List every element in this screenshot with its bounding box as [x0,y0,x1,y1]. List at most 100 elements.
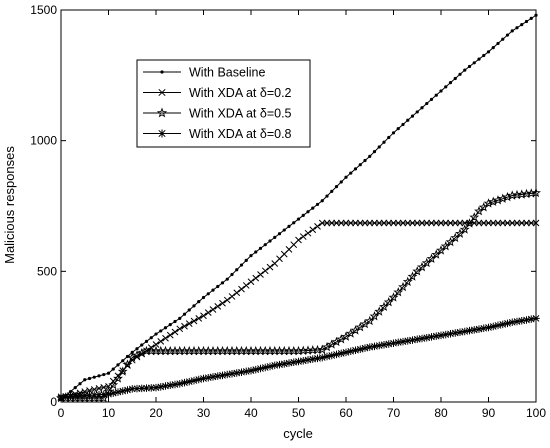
data-point-xda-0-8 [337,349,345,358]
data-point-xda-0-8 [119,387,127,395]
data-point-baseline [249,254,253,258]
data-point-xda-0-5 [464,218,475,228]
data-point-xda-0-8 [128,385,136,393]
data-point-xda-0-8 [309,355,317,363]
data-point-xda-0-8 [271,361,279,370]
data-point-baseline [277,232,282,236]
data-point-baseline [87,376,92,381]
data-point-xda-0-5 [393,287,404,297]
data-point-xda-0-2 [385,219,393,227]
data-point-xda-0-2 [371,219,378,227]
data-point-xda-0-8 [152,383,160,392]
data-point-baseline [92,375,96,379]
data-point-baseline [477,57,481,61]
data-point-xda-0-8 [242,367,250,376]
data-point-xda-0-8 [171,380,179,389]
legend-label: With XDA at δ=0.8 [189,127,292,141]
data-point-baseline [306,210,310,214]
data-point-xda-0-5 [407,271,418,281]
data-point-xda-0-8 [366,343,374,351]
data-point-xda-0-5 [516,189,527,199]
series-line-xda-0-5 [61,192,537,399]
data-point-xda-0-8 [100,390,108,399]
data-point-xda-0-2 [361,219,369,227]
data-point-xda-0-8 [161,382,170,390]
data-point-baseline [173,319,177,324]
data-point-xda-0-2 [451,219,459,227]
data-point-baseline [467,64,472,69]
data-point-xda-0-8 [261,363,269,372]
data-point-xda-0-8 [218,371,227,380]
data-point-baseline [510,29,514,33]
data-point-baseline [377,145,381,149]
data-point-xda-0-8 [437,331,445,340]
data-point-baseline [83,378,87,382]
data-point-xda-0-8 [228,370,236,378]
data-point-baseline [401,122,405,127]
data-point-xda-0-2 [347,219,355,227]
data-point-baseline [482,53,486,58]
data-point-baseline [439,89,443,93]
data-point-xda-0-2 [219,299,226,307]
data-point-xda-0-8 [508,318,516,327]
data-point-xda-0-5 [117,366,128,376]
data-point-xda-0-2 [437,219,445,227]
data-point-xda-0-8 [180,378,189,387]
data-point-xda-0-2 [333,219,340,227]
data-point-xda-0-2 [299,233,307,240]
data-point-xda-0-5 [398,281,408,292]
data-point-xda-0-8 [138,384,146,393]
data-point-xda-0-2 [532,219,540,227]
legend-marker [160,70,164,74]
data-point-xda-0-2 [527,219,535,227]
data-point-baseline [197,300,201,304]
data-point-baseline [358,163,362,167]
data-point-xda-0-5 [469,212,480,222]
data-point-xda-0-2 [504,219,511,227]
data-point-baseline [263,243,267,247]
data-point-xda-0-8 [503,319,512,328]
data-point-xda-0-8 [522,316,531,324]
data-point-xda-0-8 [233,369,241,377]
data-point-baseline [458,72,462,76]
data-point-xda-0-2 [394,219,402,227]
data-point-xda-0-2 [513,219,521,227]
legend-item-xda-0-2: With XDA at δ=0.2 [143,86,292,100]
data-point-baseline [496,41,500,46]
data-point-baseline [396,127,400,131]
data-point-xda-0-5 [531,187,541,198]
data-point-xda-0-2 [494,219,502,227]
data-point-xda-0-8 [81,391,89,400]
data-point-xda-0-8 [299,356,307,365]
data-point-xda-0-8 [109,389,117,397]
data-point-baseline [301,213,305,218]
x-tick-label: 40 [244,406,258,420]
data-point-xda-0-8 [95,390,103,399]
data-point-xda-0-2 [413,219,421,227]
data-point-xda-0-8 [71,392,79,400]
data-point-baseline [382,140,386,144]
data-point-xda-0-2 [399,219,407,227]
data-point-baseline [292,221,296,225]
data-point-xda-0-8 [166,381,174,390]
series-baseline [59,13,538,401]
data-point-xda-0-8 [489,322,497,331]
data-point-xda-0-2 [432,219,440,227]
data-point-xda-0-8 [361,344,369,352]
legend-marker [156,107,168,118]
data-point-xda-0-2 [247,278,255,286]
data-point-xda-0-2 [223,296,231,304]
data-point-xda-0-2 [508,219,516,227]
data-point-xda-0-5 [122,359,133,369]
data-point-baseline [154,332,158,336]
data-point-xda-0-8 [57,393,65,401]
x-tick-label: 60 [339,406,353,420]
data-point-baseline [163,326,168,330]
data-point-xda-0-8 [399,337,407,346]
data-point-xda-0-8 [404,337,412,345]
data-point-xda-0-2 [309,226,317,234]
data-point-xda-0-5 [507,190,518,200]
data-point-xda-0-2 [195,315,203,322]
data-point-baseline [344,175,348,179]
